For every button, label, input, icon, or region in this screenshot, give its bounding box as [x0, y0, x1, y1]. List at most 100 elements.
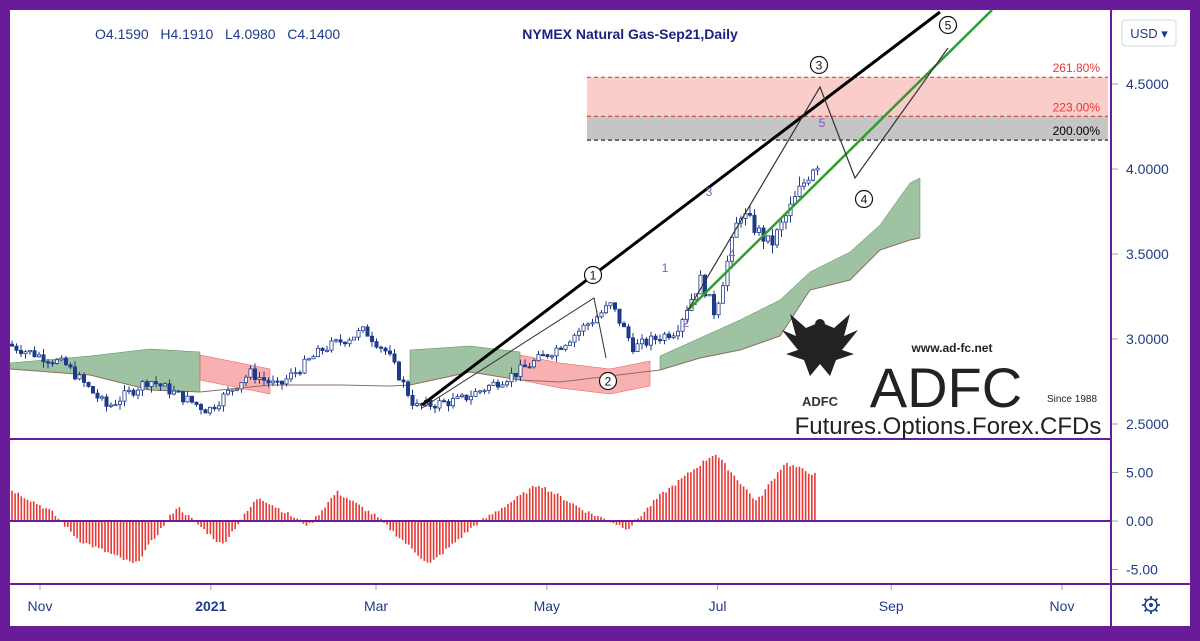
oscillator-bar [547, 491, 550, 521]
candle [266, 377, 271, 388]
oscillator-bar [426, 521, 429, 563]
oscillator-bar [321, 510, 323, 521]
oscillator-bar [234, 521, 236, 530]
oscillator-bar [98, 521, 100, 549]
oscillator-bar [556, 493, 559, 521]
candle [338, 334, 343, 346]
candle [473, 388, 478, 397]
oscillator-bar [380, 518, 382, 521]
oscillator-bar [181, 512, 184, 521]
wave-label-major: 2 [598, 371, 618, 391]
oscillator-bar [352, 500, 354, 521]
currency-button[interactable]: USD ▾ [1121, 19, 1177, 47]
candle [324, 345, 329, 353]
cloud-bear [519, 354, 651, 395]
candle [775, 227, 780, 248]
candle [608, 302, 613, 309]
date-tick: Jul [709, 598, 727, 614]
oscillator-bar [11, 490, 13, 521]
oscillator-bar [699, 466, 701, 521]
candle [405, 379, 410, 398]
oscillator-bar [160, 521, 162, 529]
oscillator-bar [392, 521, 395, 531]
oscillator-bar [414, 521, 416, 553]
oscillator-bar [572, 503, 574, 521]
candle [532, 358, 537, 369]
oscillator-bar [507, 503, 509, 521]
candle [68, 362, 73, 370]
oscillator-bar [631, 521, 633, 526]
oscillator-bar [671, 485, 674, 521]
oscillator-bar [804, 471, 807, 521]
candle [257, 372, 262, 384]
oscillator-bar [792, 465, 794, 521]
candle [356, 327, 361, 341]
price-axis[interactable] [1112, 10, 1190, 583]
oscillator-bar [584, 512, 587, 521]
candle [234, 388, 239, 392]
wave-label-minor: 1 [662, 261, 669, 275]
oscillator-bar [228, 521, 230, 538]
candle [91, 385, 96, 394]
candle [671, 332, 676, 340]
fib-label: 200.00% [1053, 124, 1101, 138]
oscillator-bar [280, 512, 283, 521]
candle [482, 388, 487, 395]
oscillator-bar [54, 516, 57, 521]
oscillator-bar [36, 504, 38, 521]
oscillator-bar [739, 484, 742, 521]
osc-tick: 5.00 [1126, 465, 1153, 481]
oscillator-bar [798, 466, 801, 521]
oscillator-bar [510, 502, 512, 521]
candle [59, 355, 64, 362]
candle [95, 388, 100, 403]
oscillator-bar [122, 521, 125, 561]
candle [802, 178, 807, 190]
oscillator-bar [525, 493, 528, 521]
oscillator-bar [222, 521, 224, 544]
candle [131, 388, 136, 398]
candle [748, 205, 753, 218]
oscillator-bar [786, 462, 788, 521]
oscillator-bar [377, 517, 379, 521]
oscillator-bar [773, 478, 776, 521]
oscillator-bar [807, 473, 810, 521]
oscillator-bar [559, 495, 562, 521]
candle [261, 371, 266, 386]
oscillator-bar [101, 521, 103, 549]
candle [329, 337, 334, 353]
oscillator-bar [398, 521, 401, 539]
candle [180, 391, 185, 406]
candle [82, 372, 87, 388]
oscillator-bar [23, 498, 26, 521]
oscillator-bar [522, 492, 525, 521]
time-axis[interactable] [10, 585, 1110, 626]
settings-gear-icon[interactable] [1142, 596, 1160, 614]
oscillator-bar [460, 521, 463, 538]
oscillator-bar [333, 495, 336, 521]
candle [77, 371, 82, 381]
ohlc-readout: O4.1590 H4.1910 L4.0980 C4.1400 [95, 26, 340, 42]
oscillator-bar [135, 521, 137, 562]
candle [279, 380, 284, 390]
oscillator-bar [439, 521, 441, 555]
candle [306, 357, 311, 361]
oscillator-bar [26, 499, 29, 521]
oscillator-bar [253, 501, 255, 521]
oscillator-bar [451, 521, 453, 544]
candle [239, 382, 244, 393]
candle [252, 363, 257, 384]
oscillator-bar [770, 480, 773, 521]
oscillator-bar [70, 521, 72, 532]
wave-label-major: 1 [583, 265, 603, 285]
candle [122, 385, 127, 407]
oscillator-bar [721, 459, 723, 521]
candle [302, 355, 307, 374]
candle [811, 168, 816, 182]
oscillator-bar [67, 521, 69, 527]
oscillator-bar [674, 485, 677, 521]
wave-drawings [421, 9, 993, 409]
oscillator-bar [497, 510, 500, 521]
watermark-tagline: Futures.Options.Forex.CFDs [795, 413, 1102, 440]
